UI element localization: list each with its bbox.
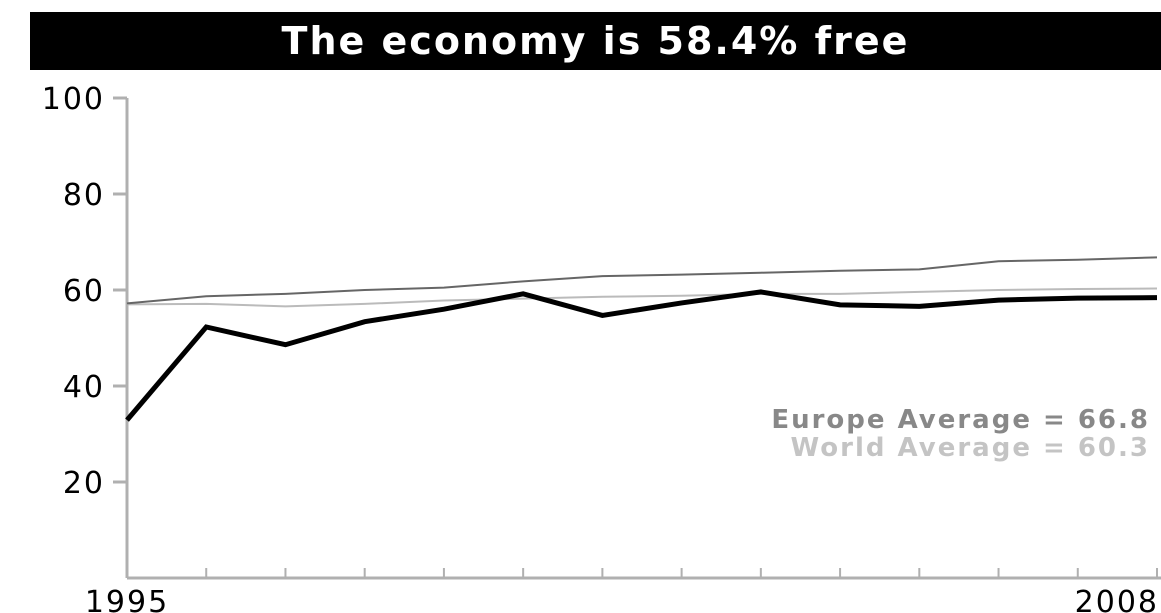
y-tick-label: 60: [63, 274, 105, 309]
axes: [125, 98, 1161, 580]
y-tick-label: 40: [63, 370, 105, 405]
x-ticks: 1995 2008: [85, 568, 1159, 613]
x-tick-label: 1995: [85, 585, 169, 613]
series-lines: [125, 256, 1158, 422]
y-tick-label: 20: [63, 466, 105, 501]
annotation-label: World Average = 60.3: [791, 433, 1150, 463]
y-tick-label: 100: [42, 82, 105, 117]
series-line-world: [126, 287, 1158, 308]
y-tick-label: 80: [63, 178, 105, 213]
x-tick-label: 2008: [1075, 585, 1159, 613]
y-ticks: 100 80 60 40 20: [42, 82, 127, 501]
series-line-economy: [125, 289, 1158, 422]
chart-title: The economy is 58.4% free: [30, 12, 1161, 70]
annotation-label: Europe Average = 66.8: [771, 405, 1150, 435]
series-line-europe: [126, 256, 1158, 305]
